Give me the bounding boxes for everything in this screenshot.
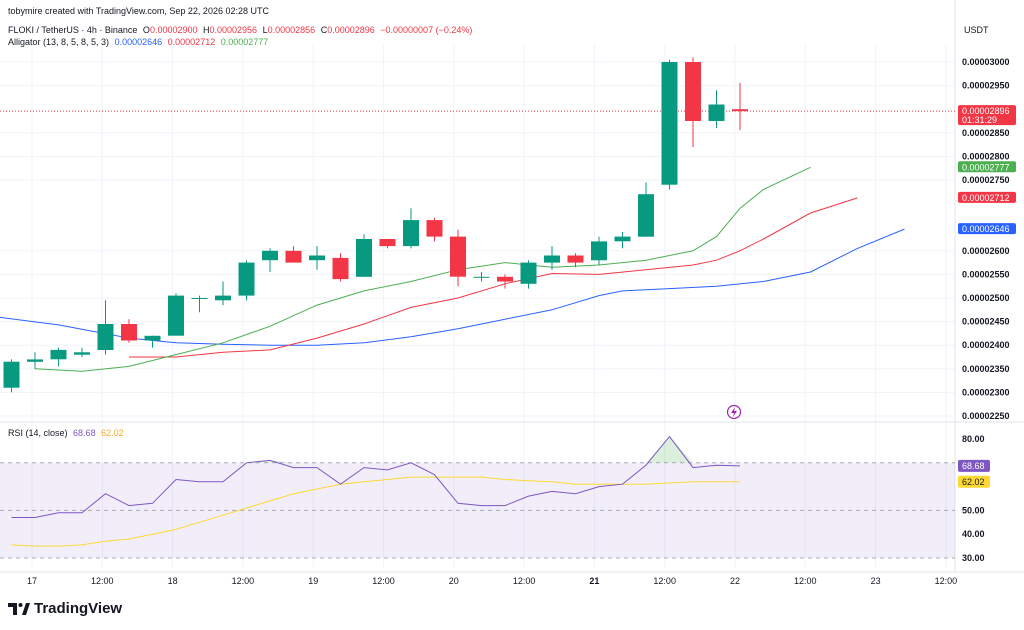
candle-body: [50, 349, 67, 360]
alligator-jaw-line: [0, 228, 905, 346]
time-tick-label: 20: [449, 576, 459, 586]
rsi-legend[interactable]: RSI (14, close) 68.68 62.02: [8, 428, 124, 438]
time-tick-label: 21: [589, 576, 599, 586]
tradingview-logo[interactable]: TradingView: [8, 600, 122, 617]
rsi-overbought-fill: [646, 436, 670, 463]
candle-body: [379, 239, 396, 247]
rsi-line: [11, 435, 741, 518]
candle-body: [309, 255, 325, 261]
price-tick-label: 0.00002600: [962, 246, 1010, 256]
candle-body: [426, 220, 443, 237]
event-marker-icon: [726, 404, 742, 420]
price-tag-value: 0.00002896: [962, 106, 1010, 116]
candle-body: [285, 250, 302, 263]
time-tick-label: 18: [168, 576, 178, 586]
ohlc-legend: FLOKI / TetherUS · 4h · Binance O0.00002…: [8, 25, 473, 35]
price-tag-value: 0.00002777: [962, 162, 1010, 172]
rsi-tag-value: 68.68: [962, 461, 985, 471]
candle-body: [450, 236, 466, 277]
symbol-label[interactable]: FLOKI / TetherUS · 4h · Binance: [8, 25, 138, 35]
price-tick-label: 0.00002300: [962, 387, 1010, 397]
alligator-legend[interactable]: Alligator (13, 8, 5, 8, 5, 3) 0.00002646…: [8, 37, 269, 47]
candle-body: [403, 220, 419, 247]
candle-body: [732, 109, 748, 112]
price-tick-label: 0.00002350: [962, 364, 1010, 374]
rsi-tick-label: 40.00: [962, 529, 985, 539]
time-tick-label: 12:00: [653, 576, 676, 586]
time-tick-label: 19: [308, 576, 318, 586]
price-tag-value: 0.00002646: [962, 224, 1010, 234]
candle-body: [567, 255, 584, 263]
price-tick-label: 0.00002250: [962, 411, 1010, 421]
time-tick-label: 22: [730, 576, 740, 586]
rsi-tick-label: 30.00: [962, 553, 985, 563]
price-tick-label: 0.00002550: [962, 269, 1010, 279]
candle-body: [356, 239, 372, 277]
candle-body: [544, 255, 560, 263]
candle-body: [685, 62, 701, 121]
price-tag-value: 0.00002712: [962, 193, 1010, 203]
price-tick-label: 0.00003000: [962, 57, 1010, 67]
price-tick-label: 0.00002450: [962, 317, 1010, 327]
candle-body: [74, 352, 90, 355]
candle-body: [591, 241, 607, 261]
candle-body: [97, 324, 114, 350]
price-tick-label: 0.00002750: [962, 175, 1010, 185]
price-tag-2: [958, 191, 1016, 203]
candle-body: [332, 257, 349, 280]
candle-body: [168, 295, 184, 336]
candle-body: [191, 298, 208, 299]
time-tick-label: 17: [27, 576, 37, 586]
price-tag-1: [958, 161, 1016, 173]
rsi-tag: [958, 459, 990, 472]
candle-body: [638, 194, 654, 237]
candle-body: [497, 276, 513, 282]
rsi-ma-tag: [958, 475, 990, 488]
time-tick-label: 12:00: [513, 576, 536, 586]
price-tick-label: 0.00002850: [962, 128, 1010, 138]
candle-body: [520, 262, 537, 284]
candle-body: [708, 104, 725, 121]
candle-body: [27, 359, 43, 362]
time-tick-label: 12:00: [232, 576, 255, 586]
rsi-tick-label: 80.00: [962, 434, 985, 444]
time-tick-label: 12:00: [91, 576, 114, 586]
lightning-icon: [731, 407, 737, 417]
tradingview-logo-icon: [8, 603, 30, 616]
price-tick-label: 0.00002500: [962, 293, 1010, 303]
price-tag-countdown: 01:31:29: [962, 115, 997, 125]
candle-body: [262, 250, 278, 261]
price-tick-label: 0.00002950: [962, 81, 1010, 91]
candle-body: [144, 335, 161, 341]
time-tick-label: 12:00: [935, 576, 958, 586]
candle-body: [238, 262, 255, 296]
currency-label[interactable]: USDT: [964, 25, 989, 35]
price-tag-0: [958, 105, 1016, 126]
candle-body: [661, 62, 678, 185]
rsi-tick-label: 50.00: [962, 505, 985, 515]
time-tick-label: 23: [871, 576, 881, 586]
candle-body: [215, 295, 231, 301]
rsi-overbought-fill: [669, 436, 693, 463]
created-by-text: tobymire created with TradingView.com, S…: [8, 6, 269, 16]
time-tick-label: 12:00: [372, 576, 395, 586]
candle-body: [121, 324, 137, 341]
rsi-ma-tag-value: 62.02: [962, 477, 985, 487]
candle-body: [3, 361, 20, 388]
price-tick-label: 0.00002800: [962, 151, 1010, 161]
price-tick-label: 0.00002400: [962, 340, 1010, 350]
time-tick-label: 12:00: [794, 576, 817, 586]
price-tag-3: [958, 223, 1016, 235]
alligator-teeth-line: [129, 197, 858, 358]
tradingview-logo-text: TradingView: [34, 600, 123, 617]
candle-body: [473, 276, 490, 278]
candle-body: [614, 236, 631, 242]
